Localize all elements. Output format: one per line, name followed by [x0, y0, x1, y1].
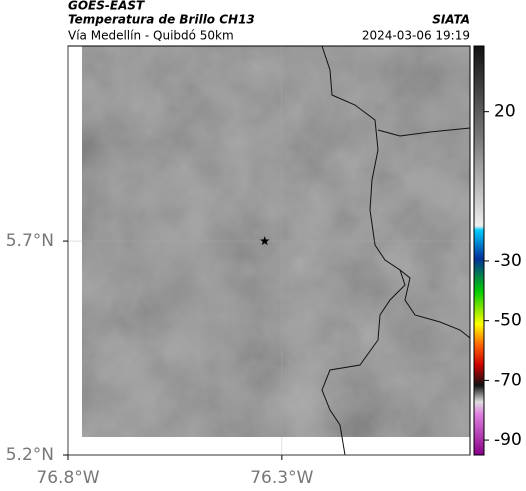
map-image: [82, 45, 471, 456]
colorbar-tick-label: -90: [494, 430, 522, 450]
timestamp: 2024-03-06 19:19: [362, 29, 470, 43]
colorbar-tick-label: -70: [494, 370, 522, 390]
subtitle: Temperatura de Brillo CH13: [68, 13, 255, 27]
y-tick-label: 5.2°N: [6, 445, 54, 465]
title: GOES-EAST: [68, 0, 145, 13]
route: Vía Medellín - Quibdó 50km: [68, 29, 234, 43]
x-tick-label: 76.3°W: [250, 468, 313, 488]
boundaries: [321, 45, 471, 456]
source: SIATA: [432, 13, 470, 27]
colorbar-tick-label: -50: [494, 311, 522, 331]
x-tick-label: 76.8°W: [36, 468, 99, 488]
location-marker: [260, 236, 270, 246]
y-tick-label: 5.7°N: [6, 231, 54, 251]
image-texture: [82, 46, 470, 437]
colorbar-tick-label: -30: [494, 251, 522, 271]
colorbar-tick-label: 20: [494, 102, 516, 122]
colorbar: [473, 45, 485, 456]
